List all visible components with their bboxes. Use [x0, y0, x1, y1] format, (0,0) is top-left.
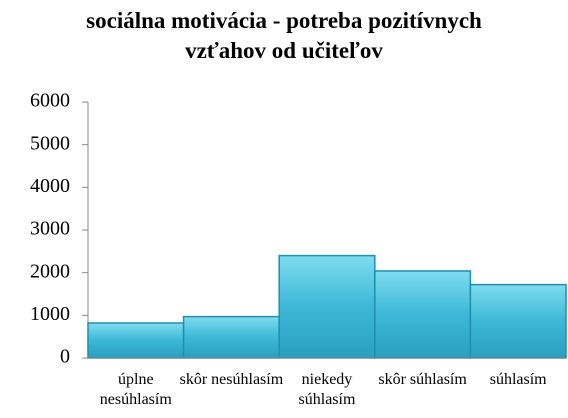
bar	[87, 322, 185, 359]
y-tick-label: 2000	[30, 260, 70, 282]
x-tick-label: súhlasím	[489, 371, 547, 388]
x-tick-label: skôr súhlasím	[378, 371, 467, 388]
x-tick-label: skôr nesúhlasím	[179, 371, 284, 388]
y-tick-label: 1000	[30, 303, 70, 325]
x-tick-label: niekedy súhlasím	[298, 371, 356, 408]
bar	[182, 315, 280, 359]
y-tick-label: 4000	[30, 175, 70, 197]
bar	[278, 254, 376, 359]
y-tick-label: 3000	[30, 218, 70, 240]
title-box: sociálna motivácia - potreba pozitívnych…	[0, 6, 568, 66]
bar	[374, 270, 472, 359]
bar	[469, 283, 567, 359]
y-tick-label: 6000	[30, 90, 70, 112]
y-tick-label: 5000	[30, 132, 70, 154]
x-tick-label: úplne nesúhlasím	[99, 371, 172, 408]
y-tick-label: 0	[60, 346, 70, 368]
chart-title: sociálna motivácia - potreba pozitívnych…	[86, 8, 482, 63]
